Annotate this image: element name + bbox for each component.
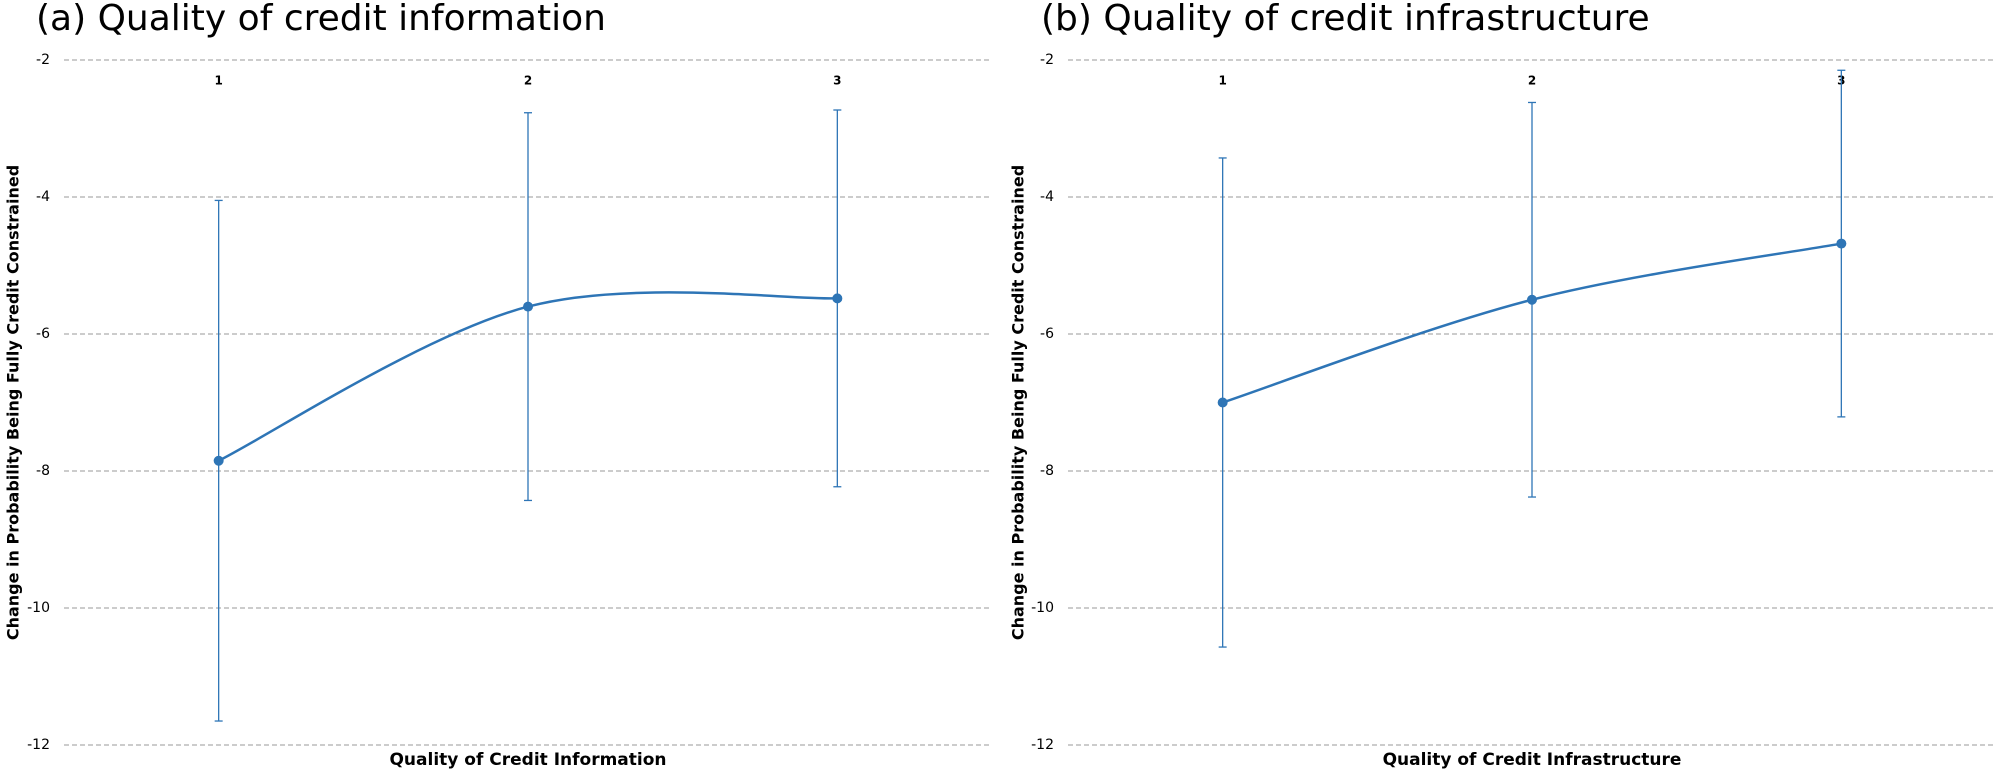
point bbox=[523, 301, 533, 312]
y-tick-label: -10 bbox=[27, 600, 50, 616]
x-axis-label: Quality of Credit Infrastructure bbox=[1383, 750, 1682, 770]
y-tick-label: -4 bbox=[36, 189, 50, 205]
y-tick-label: -8 bbox=[36, 463, 50, 479]
y-tick-label: -12 bbox=[27, 737, 50, 753]
point bbox=[832, 293, 843, 304]
chart-title: (b) Quality of credit infrastructure bbox=[1041, 0, 1650, 39]
y-tick-label: -10 bbox=[1031, 600, 1054, 616]
category-label: 2 bbox=[524, 74, 532, 88]
y-tick-label: -2 bbox=[1040, 52, 1054, 68]
y-tick-label: -8 bbox=[1040, 463, 1054, 479]
y-axis-label: Change in Probability Being Fully Credit… bbox=[1009, 165, 1028, 640]
category-label: 3 bbox=[833, 74, 841, 88]
category-label: 1 bbox=[214, 74, 222, 88]
y-tick-label: -6 bbox=[36, 326, 50, 342]
point bbox=[1836, 238, 1847, 249]
y-tick-label: -12 bbox=[1031, 737, 1054, 753]
point bbox=[1217, 397, 1228, 408]
y-tick-label: -6 bbox=[1040, 326, 1054, 342]
y-tick-label: -4 bbox=[1040, 189, 1054, 205]
point bbox=[1527, 294, 1537, 305]
y-axis-label: Change in Probability Being Fully Credit… bbox=[4, 165, 23, 640]
y-tick-label: -2 bbox=[36, 52, 50, 68]
chart-title: (a) Quality of credit information bbox=[36, 0, 606, 39]
category-label: 1 bbox=[1218, 74, 1226, 88]
x-axis-label: Quality of Credit Information bbox=[389, 750, 666, 770]
category-label: 2 bbox=[1528, 74, 1536, 88]
point bbox=[213, 455, 224, 466]
